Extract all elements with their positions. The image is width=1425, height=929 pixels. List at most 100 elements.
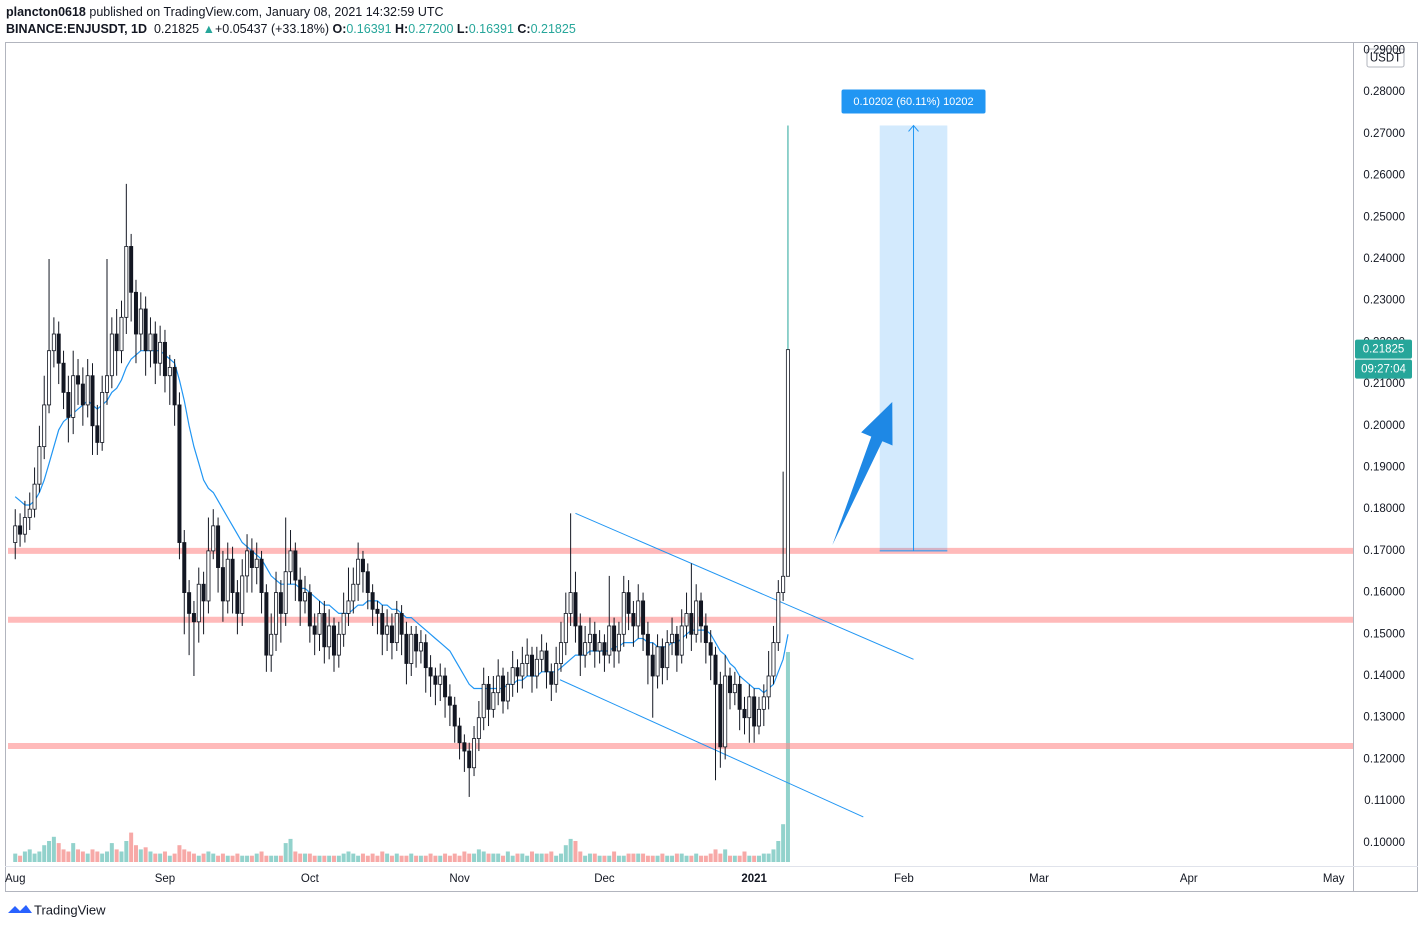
y-tick-label: 0.21000 <box>1363 378 1405 390</box>
volume-bar <box>100 853 105 862</box>
candle-body <box>399 613 404 635</box>
y-tick-label: 0.11000 <box>1364 795 1405 807</box>
volume-bar <box>245 855 250 862</box>
y-tick-label: 0.28000 <box>1363 86 1405 98</box>
c: 0.21825 <box>530 22 576 36</box>
volume-bar <box>534 853 539 862</box>
volume-bar <box>785 652 790 862</box>
candle-body <box>211 525 216 552</box>
y-tick-label: 0.12000 <box>1363 753 1405 765</box>
volume-bar <box>404 855 409 862</box>
volume-bar <box>375 855 380 862</box>
candle-body <box>423 642 428 669</box>
candle-body <box>462 742 467 752</box>
volume-bar <box>138 849 143 862</box>
measure-label-box <box>841 89 986 114</box>
volume-bar <box>467 853 472 862</box>
volume-bar <box>293 851 298 862</box>
volume-bar <box>254 853 259 862</box>
candle-body <box>650 654 655 677</box>
measure-label: 0.10202 (60.11%) 10202 <box>853 96 973 108</box>
volume-bar <box>380 851 385 862</box>
volume-bar <box>167 855 172 862</box>
candle-body <box>27 508 32 518</box>
candle-body <box>568 592 573 614</box>
o-label: O: <box>332 22 347 36</box>
volume-bar <box>558 853 563 862</box>
candle-body <box>766 675 771 698</box>
candle-body <box>718 683 723 748</box>
candle-body <box>220 567 225 602</box>
volume-bar <box>249 855 254 862</box>
candle-body <box>327 625 332 648</box>
volume-bar <box>385 853 390 862</box>
x-tick-label: Sep <box>155 873 175 885</box>
candle-body <box>95 425 100 443</box>
volume-bar <box>206 851 211 862</box>
volume-bar <box>447 855 452 862</box>
candle-body <box>269 633 274 656</box>
candle-body <box>534 658 539 677</box>
volume-bar <box>187 851 192 862</box>
y-tick-label: 0.27000 <box>1363 128 1405 140</box>
candle-body <box>409 633 414 664</box>
volume-bar <box>37 851 42 862</box>
author: plancton0618 <box>6 5 86 19</box>
x-tick-label: 2021 <box>741 873 767 885</box>
candle-body <box>539 650 544 660</box>
candle-body <box>360 558 365 573</box>
x-tick-label: May <box>1323 873 1345 885</box>
candle-body <box>22 517 27 535</box>
h-label: H: <box>395 22 409 36</box>
volume-bar <box>563 845 568 862</box>
candle-body <box>162 341 167 377</box>
candle-body <box>573 592 578 627</box>
candle-body <box>331 625 336 656</box>
volume-bar <box>399 855 404 862</box>
candle-body <box>679 625 684 656</box>
c-label: C: <box>517 22 531 36</box>
volume-bar <box>13 853 18 862</box>
volume-bar <box>264 855 269 862</box>
y-tick-label: 0.23000 <box>1363 295 1405 307</box>
volume-bar <box>549 851 554 862</box>
volume-bar <box>481 851 486 862</box>
candle-body <box>148 333 153 352</box>
volume-bar <box>22 851 27 862</box>
volume-bar <box>525 855 530 862</box>
volume-bar <box>356 855 361 862</box>
candle-body <box>723 675 728 748</box>
candle-body <box>728 675 733 694</box>
volume-bar <box>462 851 467 862</box>
candle-body <box>587 633 592 644</box>
candle-body <box>240 575 245 614</box>
brand: TradingView <box>34 902 106 917</box>
volume-bar <box>414 855 419 862</box>
volume-bar <box>303 853 308 862</box>
volume-bar <box>133 845 138 862</box>
candle-body <box>80 383 85 406</box>
published: published on TradingView.com, January 08… <box>85 5 444 19</box>
volume-bar <box>607 855 612 862</box>
candle-body <box>138 308 143 335</box>
x-tick-label: Aug <box>5 873 25 885</box>
candle-body <box>612 625 617 652</box>
volume-bar <box>742 851 747 862</box>
volume-bar <box>761 853 766 862</box>
volume-bar <box>365 855 370 862</box>
candle-body <box>761 696 766 710</box>
volume-bar <box>655 855 660 862</box>
currency-box <box>1366 48 1405 68</box>
volume-bar <box>114 849 119 862</box>
candle-body <box>563 613 568 644</box>
candle-body <box>674 633 679 656</box>
countdown: 09:27:04 <box>1361 364 1406 376</box>
candle-body <box>428 667 433 677</box>
volume-bar <box>47 841 52 862</box>
volume-bar <box>327 855 332 862</box>
volume-bar <box>331 855 336 862</box>
volume-bar <box>278 855 283 862</box>
volume-bar <box>148 851 153 862</box>
volume-bar <box>129 832 134 862</box>
